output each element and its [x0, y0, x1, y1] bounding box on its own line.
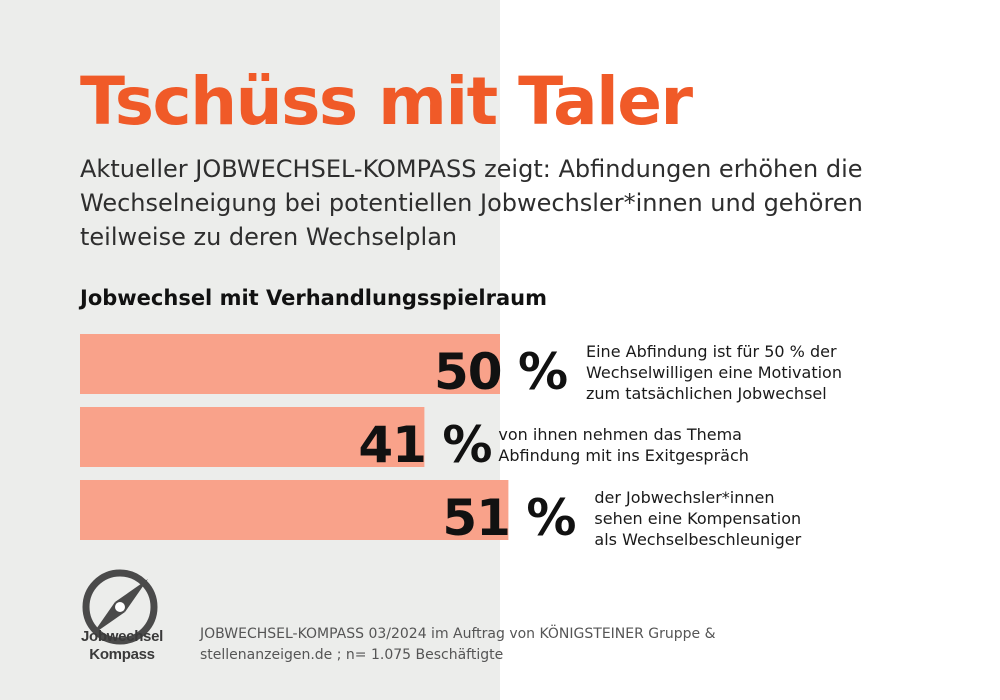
- bar-value-label: 50 %: [434, 343, 568, 401]
- logo-label: Jobwechsel Kompass: [80, 628, 164, 663]
- bar-category-label: Eine Abfindung ist für 50 % der Wechselw…: [586, 341, 842, 403]
- compass-icon: [82, 569, 158, 645]
- source-note: JOBWECHSEL-KOMPASS 03/2024 im Auftrag vo…: [200, 626, 716, 663]
- page-subtitle: Aktueller JOBWECHSEL-KOMPASS zeigt: Abfi…: [80, 155, 863, 251]
- bar-category-label: der Jobwechsler*innen sehen eine Kompens…: [594, 487, 802, 549]
- chart-title: Jobwechsel mit Verhandlungsspielraum: [80, 286, 547, 310]
- page-title: Tschüss mit Taler: [80, 63, 693, 140]
- bar-category-label: von ihnen nehmen das Thema Abfindung mit…: [498, 425, 749, 465]
- bar-value-label: 51 %: [442, 489, 576, 547]
- bar-value-label: 41 %: [358, 416, 492, 474]
